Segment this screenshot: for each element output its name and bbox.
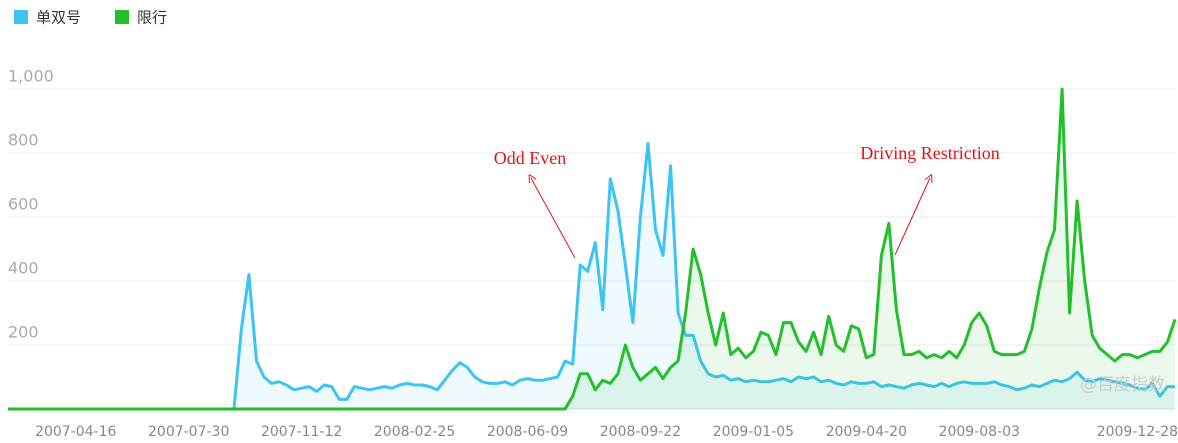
x-tick-label: 2007-07-30 — [148, 424, 229, 440]
legend-label: 单双号 — [36, 9, 81, 27]
y-tick-label: 200 — [8, 323, 39, 342]
y-tick-label: 800 — [8, 131, 39, 150]
x-tick-label: 2009-01-05 — [713, 424, 794, 440]
x-tick-label: 2008-06-09 — [487, 424, 568, 440]
series-line — [8, 87, 1177, 411]
annotation-arrow — [894, 178, 930, 256]
y-tick-label: 600 — [8, 195, 39, 214]
x-tick-label: 2009-04-20 — [826, 424, 907, 440]
x-tick-label: 2008-09-22 — [600, 424, 681, 440]
annotation: Odd Even — [494, 148, 566, 168]
series-area — [8, 143, 1175, 409]
x-tick-label: 2007-04-16 — [35, 424, 116, 440]
annotation: Driving Restriction — [860, 143, 999, 163]
plot — [8, 87, 1177, 411]
x-tick-label: 2007-11-12 — [261, 424, 342, 440]
annotation-arrow — [531, 178, 576, 259]
y-tick-label: 400 — [8, 259, 39, 278]
x-tick-label: 2009-08-03 — [939, 424, 1020, 440]
watermark: @百度指数 — [1080, 375, 1165, 395]
legend-swatch — [14, 10, 28, 24]
x-tick-label: 2008-02-25 — [374, 424, 455, 440]
x-tick-label: 2009-12-28 — [1097, 424, 1178, 440]
y-tick-label: 1,000 — [8, 67, 54, 86]
series-area — [8, 89, 1175, 409]
legend-swatch — [115, 10, 129, 24]
legend-label: 限行 — [137, 9, 167, 27]
